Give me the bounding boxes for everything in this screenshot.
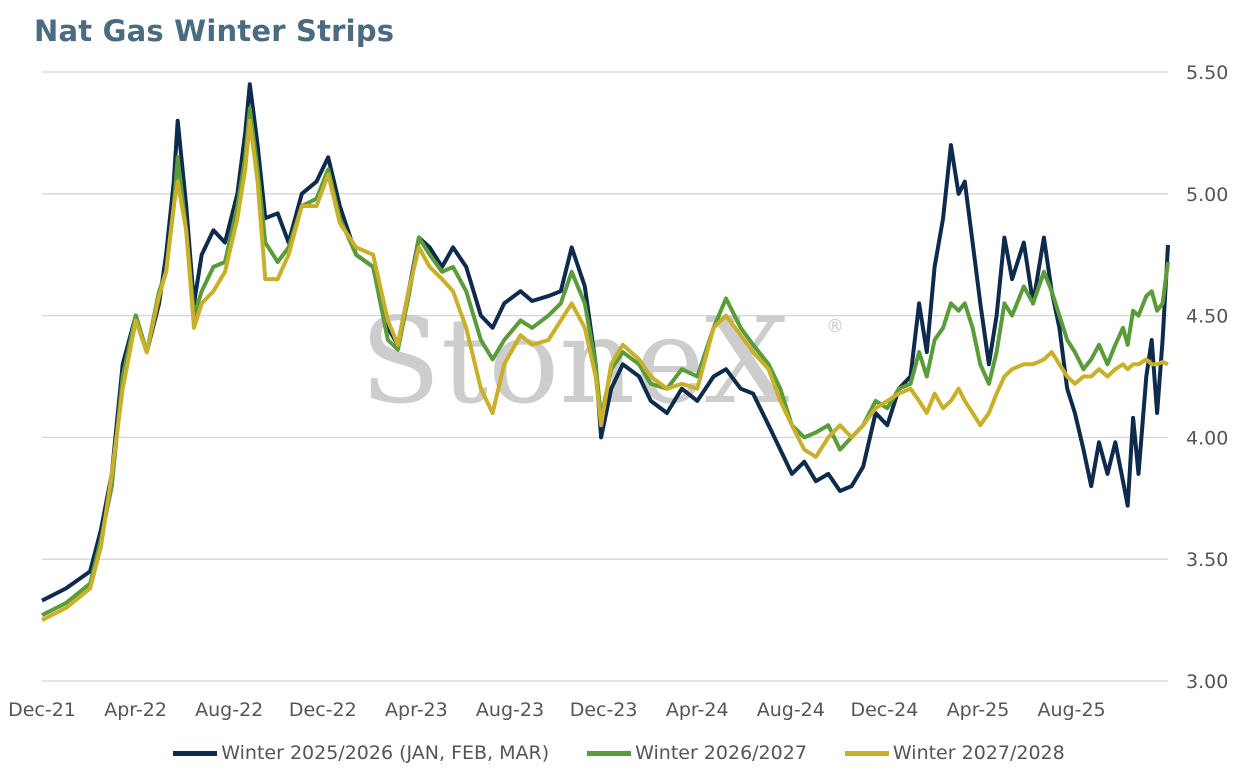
x-tick-label: Apr-22 <box>104 699 167 721</box>
x-tick-label: Aug-25 <box>1038 699 1106 721</box>
x-tick-label: Aug-22 <box>195 699 263 721</box>
series-lines <box>41 82 1170 622</box>
x-tick-label: Dec-23 <box>570 699 638 721</box>
registered-mark: ® <box>826 316 844 337</box>
legend: Winter 2025/2026 (JAN, FEB, MAR) Winter … <box>0 742 1238 764</box>
legend-item-series-2: Winter 2026/2027 <box>587 742 807 764</box>
y-tick-label: 3.00 <box>1186 671 1228 693</box>
x-tick-label: Apr-23 <box>385 699 448 721</box>
legend-item-series-3: Winter 2027/2028 <box>844 742 1065 764</box>
legend-item-series-1: Winter 2025/2026 (JAN, FEB, MAR) <box>173 742 549 764</box>
x-tick-label: Apr-25 <box>947 699 1010 721</box>
y-tick-label: 5.00 <box>1186 184 1228 206</box>
chart-title: Nat Gas Winter Strips <box>34 14 395 48</box>
legend-swatch-3 <box>844 750 889 756</box>
y-axis-ticks: 3.00 3.50 4.00 4.50 5.00 5.50 <box>1186 62 1228 693</box>
series-line-1 <box>41 82 1170 603</box>
legend-swatch-2 <box>587 750 632 756</box>
x-tick-label: Dec-21 <box>8 699 76 721</box>
legend-swatch-1 <box>173 750 218 756</box>
y-tick-label: 4.00 <box>1186 427 1228 449</box>
gridlines <box>42 71 1168 682</box>
x-tick-label: Dec-22 <box>289 699 357 721</box>
legend-label-3: Winter 2027/2028 <box>892 742 1065 764</box>
x-axis-ticks: Dec-21 Apr-22 Aug-22 Dec-22 Apr-23 Aug-23 Dec-… <box>8 699 1106 721</box>
x-tick-label: Apr-24 <box>666 699 729 721</box>
legend-label-1: Winter 2025/2026 (JAN, FEB, MAR) <box>221 742 550 764</box>
x-tick-label: Dec-24 <box>850 699 918 721</box>
series-line-3 <box>41 118 1169 622</box>
y-tick-label: 5.50 <box>1186 62 1228 84</box>
legend-label-2: Winter 2026/2027 <box>635 742 807 764</box>
x-tick-label: Aug-24 <box>757 699 825 721</box>
x-tick-label: Aug-23 <box>476 699 544 721</box>
y-tick-label: 4.50 <box>1186 306 1228 328</box>
y-tick-label: 3.50 <box>1186 549 1228 571</box>
